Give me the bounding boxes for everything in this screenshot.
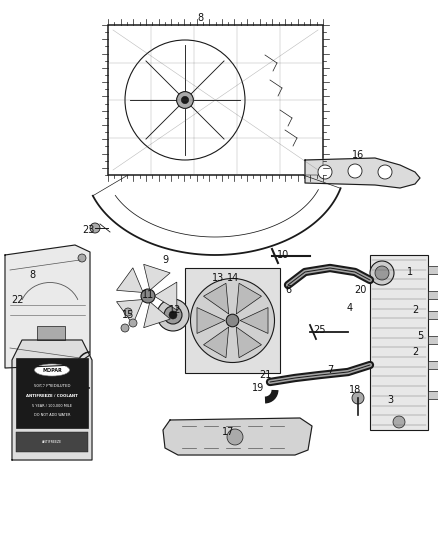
Polygon shape bbox=[117, 268, 143, 293]
Polygon shape bbox=[163, 418, 312, 455]
Text: 12: 12 bbox=[169, 305, 181, 315]
Polygon shape bbox=[144, 302, 170, 328]
Circle shape bbox=[318, 165, 332, 179]
Text: 9: 9 bbox=[162, 255, 168, 265]
Polygon shape bbox=[204, 327, 229, 358]
Circle shape bbox=[378, 165, 392, 179]
Circle shape bbox=[141, 289, 155, 303]
Text: 8: 8 bbox=[29, 270, 35, 280]
Polygon shape bbox=[236, 283, 261, 314]
Bar bbox=[428, 311, 438, 319]
Bar bbox=[428, 266, 438, 274]
Text: 13: 13 bbox=[212, 273, 224, 283]
Bar bbox=[37, 326, 65, 340]
Text: 1: 1 bbox=[407, 267, 413, 277]
Polygon shape bbox=[12, 340, 92, 460]
Text: 2: 2 bbox=[412, 305, 418, 315]
Text: 3: 3 bbox=[387, 395, 393, 405]
Polygon shape bbox=[5, 245, 90, 368]
Circle shape bbox=[352, 392, 364, 404]
Text: 16: 16 bbox=[352, 150, 364, 160]
Bar bbox=[428, 361, 438, 369]
Ellipse shape bbox=[35, 364, 70, 376]
Circle shape bbox=[370, 261, 394, 285]
Circle shape bbox=[164, 306, 182, 324]
Text: ANTIFREEZE / COOLANT: ANTIFREEZE / COOLANT bbox=[26, 394, 78, 398]
Polygon shape bbox=[236, 327, 261, 358]
Polygon shape bbox=[197, 308, 225, 334]
Text: 11: 11 bbox=[142, 290, 154, 300]
Bar bbox=[185, 268, 280, 373]
Bar bbox=[16, 432, 88, 452]
Bar bbox=[428, 336, 438, 344]
Circle shape bbox=[393, 416, 405, 428]
Polygon shape bbox=[240, 308, 268, 334]
Text: 2: 2 bbox=[412, 347, 418, 357]
Circle shape bbox=[375, 266, 389, 280]
Circle shape bbox=[157, 299, 189, 331]
Text: ANTIFREEZE: ANTIFREEZE bbox=[42, 440, 62, 444]
Text: 50/50 PREDILUTED: 50/50 PREDILUTED bbox=[34, 384, 70, 388]
Bar bbox=[16, 358, 88, 428]
Text: 22: 22 bbox=[12, 295, 24, 305]
Text: 5 YEAR / 100,000 MILE: 5 YEAR / 100,000 MILE bbox=[32, 404, 72, 408]
Text: MOPAR: MOPAR bbox=[42, 367, 62, 373]
Circle shape bbox=[227, 429, 243, 445]
Text: 17: 17 bbox=[222, 427, 234, 437]
Text: 24: 24 bbox=[39, 385, 51, 395]
Circle shape bbox=[181, 96, 189, 103]
Bar bbox=[428, 291, 438, 299]
Text: 8: 8 bbox=[197, 13, 203, 23]
Circle shape bbox=[191, 279, 275, 362]
Circle shape bbox=[129, 319, 137, 327]
Bar bbox=[428, 391, 438, 399]
Text: 19: 19 bbox=[252, 383, 264, 393]
Circle shape bbox=[124, 308, 132, 316]
Circle shape bbox=[169, 311, 177, 319]
Text: 14: 14 bbox=[227, 273, 239, 283]
Text: 25: 25 bbox=[314, 325, 326, 335]
Text: 21: 21 bbox=[259, 370, 271, 380]
Text: 23: 23 bbox=[82, 225, 94, 235]
Circle shape bbox=[78, 254, 86, 262]
Circle shape bbox=[90, 223, 100, 233]
Bar bbox=[108, 25, 323, 175]
Text: 18: 18 bbox=[349, 385, 361, 395]
Text: 10: 10 bbox=[277, 250, 289, 260]
Text: 4: 4 bbox=[347, 303, 353, 313]
Text: 7: 7 bbox=[327, 365, 333, 375]
Text: 15: 15 bbox=[122, 310, 134, 320]
Polygon shape bbox=[204, 283, 229, 314]
Text: 20: 20 bbox=[354, 285, 366, 295]
Circle shape bbox=[121, 324, 129, 332]
Circle shape bbox=[226, 314, 239, 327]
Text: DO NOT ADD WATER: DO NOT ADD WATER bbox=[34, 413, 70, 417]
Circle shape bbox=[348, 164, 362, 178]
Polygon shape bbox=[305, 158, 420, 188]
Polygon shape bbox=[117, 300, 143, 324]
Polygon shape bbox=[144, 264, 170, 290]
Bar bbox=[370, 255, 428, 430]
Circle shape bbox=[177, 92, 194, 108]
Text: 5: 5 bbox=[417, 331, 423, 341]
Text: 6: 6 bbox=[285, 285, 291, 295]
Polygon shape bbox=[154, 282, 177, 310]
